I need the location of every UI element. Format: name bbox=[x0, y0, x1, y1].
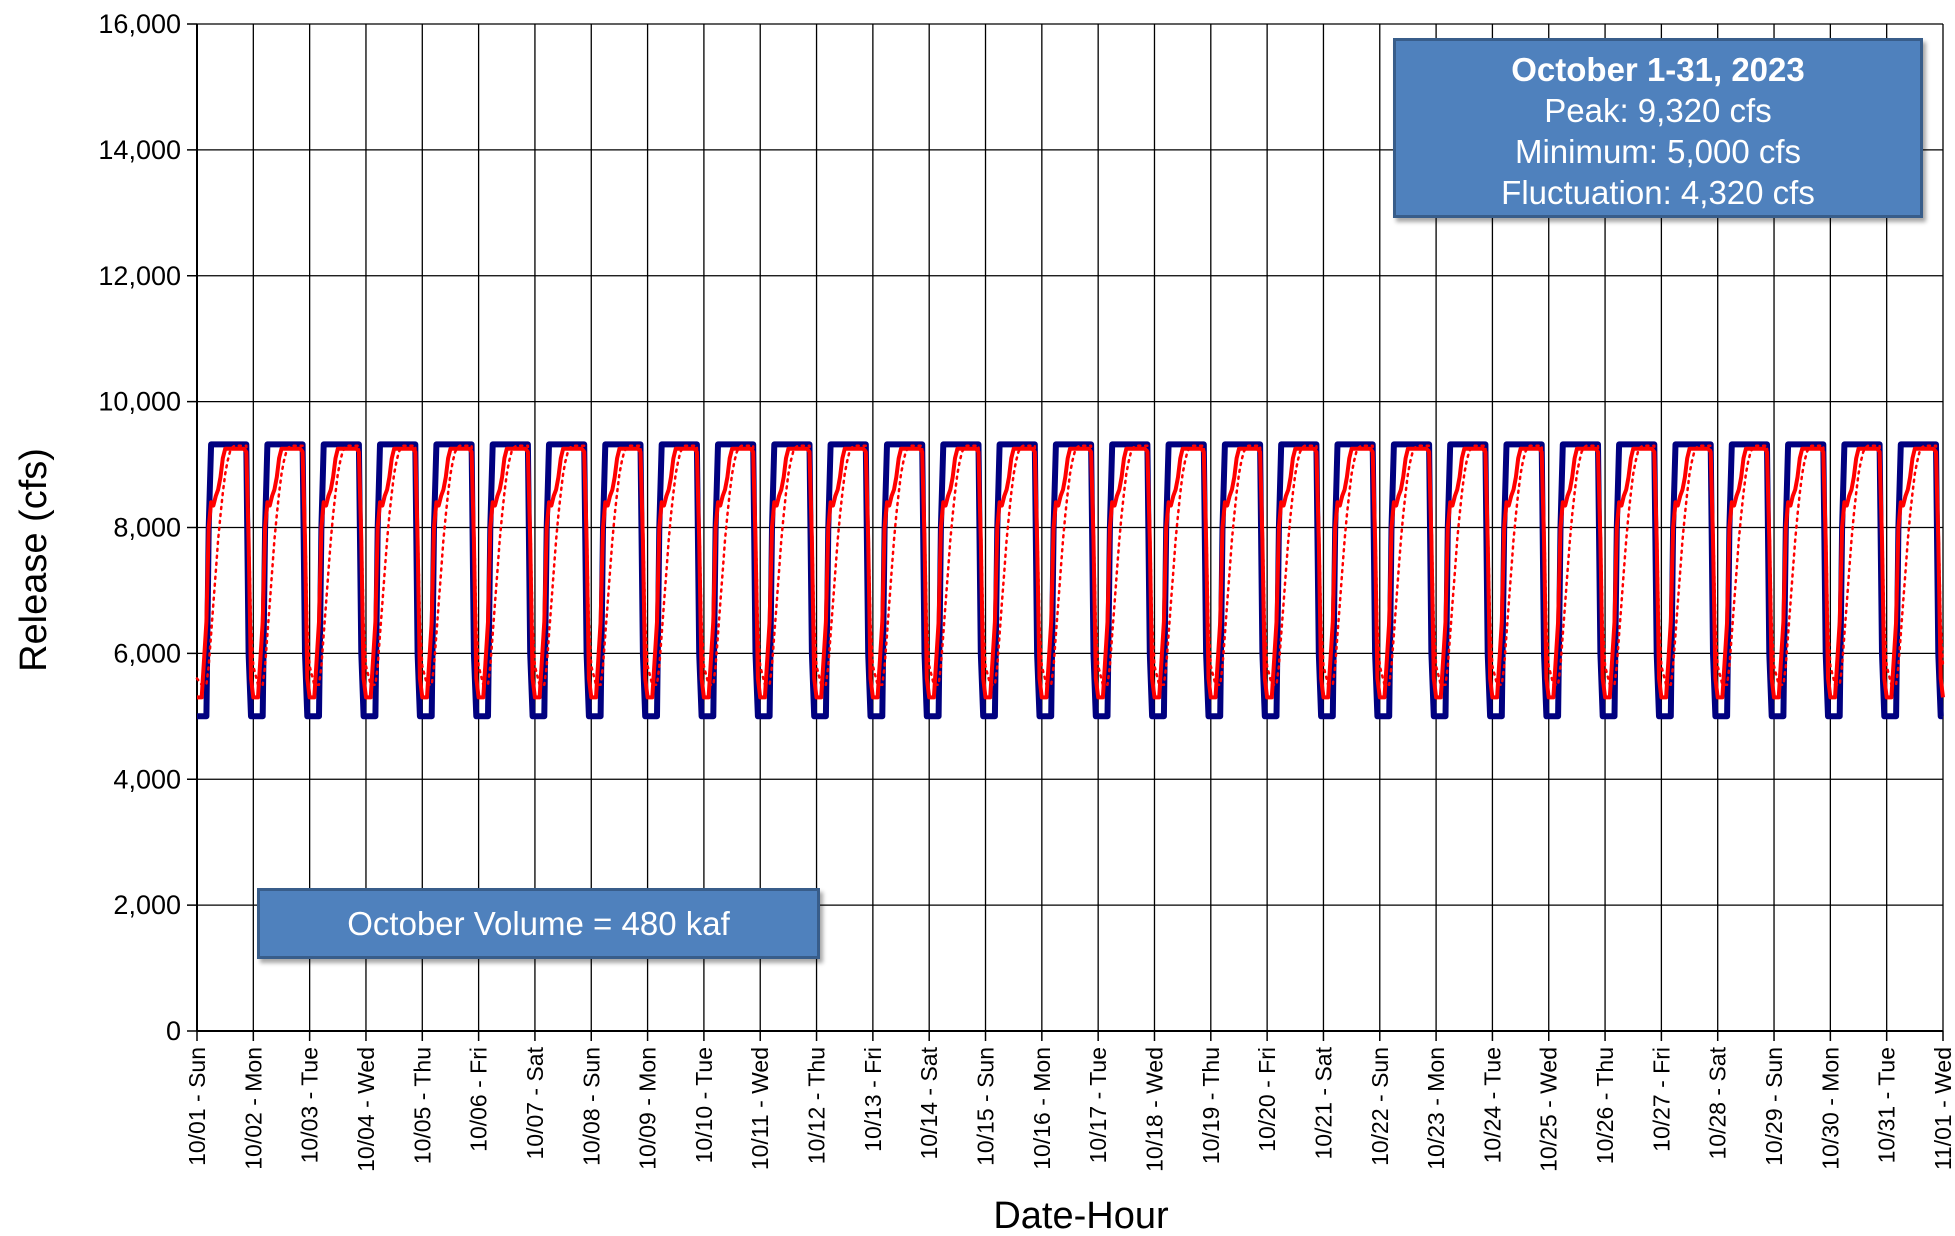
x-tick-label: 10/03 - Tue bbox=[297, 1047, 323, 1163]
scheduled-release-line bbox=[197, 441, 1944, 720]
x-tick-labels: 10/01 - Sun 10/02 - Mon 10/03 - Tue 10/04 -… bbox=[184, 1046, 1955, 1171]
x-axis-title: Date-Hour bbox=[993, 1195, 1169, 1236]
x-tick-label: 10/24 - Tue bbox=[1479, 1047, 1505, 1163]
x-tick-label: 10/28 - Sat bbox=[1705, 1046, 1731, 1159]
x-tick-label: 10/01 - Sun bbox=[184, 1047, 210, 1166]
x-tick-label: 10/18 - Wed bbox=[1141, 1047, 1167, 1172]
y-tick-label: 16,000 bbox=[98, 9, 181, 39]
y-tick-labels: 0 2,000 4,000 6,000 8,000 10,000 12,000 14,000 1… bbox=[98, 9, 181, 1046]
x-tick-label: 10/09 - Mon bbox=[635, 1047, 661, 1170]
x-tick-label: 10/02 - Mon bbox=[240, 1047, 266, 1170]
x-tick-label: 10/10 - Tue bbox=[691, 1047, 717, 1163]
x-tick-label: 10/16 - Mon bbox=[1029, 1047, 1055, 1170]
dotted-release-line bbox=[195, 444, 1945, 687]
x-tick-label: 10/06 - Fri bbox=[466, 1047, 492, 1152]
y-tick-label: 10,000 bbox=[98, 387, 181, 417]
summary-box: October 1-31, 2023 Peak: 9,320 cfs Minim… bbox=[1393, 38, 1923, 218]
y-tick-label: 12,000 bbox=[98, 261, 181, 291]
y-axis-title: Release (cfs) bbox=[13, 448, 55, 672]
x-tick-label: 10/25 - Wed bbox=[1536, 1047, 1562, 1172]
x-tick-label: 10/05 - Thu bbox=[409, 1047, 435, 1164]
summary-peak: Peak: 9,320 cfs bbox=[1544, 92, 1772, 129]
x-tick-label: 11/01 - Wed bbox=[1930, 1047, 1955, 1170]
y-tick-label: 8,000 bbox=[113, 513, 181, 543]
summary-title: October 1-31, 2023 bbox=[1511, 51, 1805, 88]
y-tick-label: 4,000 bbox=[113, 764, 181, 794]
axes bbox=[187, 23, 1944, 1041]
x-tick-label: 10/04 - Wed bbox=[353, 1047, 379, 1172]
x-tick-label: 10/11 - Wed bbox=[747, 1047, 773, 1170]
y-tick-label: 14,000 bbox=[98, 135, 181, 165]
x-tick-label: 10/19 - Thu bbox=[1198, 1047, 1224, 1164]
x-tick-label: 10/20 - Fri bbox=[1254, 1047, 1280, 1152]
y-tick-label: 2,000 bbox=[113, 890, 181, 920]
x-tick-label: 10/17 - Tue bbox=[1085, 1047, 1111, 1163]
x-tick-label: 10/12 - Thu bbox=[804, 1047, 830, 1164]
y-tick-label: 6,000 bbox=[113, 638, 181, 668]
gridlines bbox=[196, 23, 1944, 1032]
x-tick-label: 10/15 - Sun bbox=[973, 1047, 999, 1166]
summary-minimum: Minimum: 5,000 cfs bbox=[1514, 133, 1802, 170]
x-tick-label: 10/13 - Fri bbox=[860, 1047, 886, 1152]
x-tick-label: 10/23 - Mon bbox=[1423, 1047, 1449, 1170]
x-tick-label: 10/26 - Thu bbox=[1592, 1047, 1618, 1164]
summary-fluctuation: Fluctuation: 4,320 cfs bbox=[1501, 174, 1815, 211]
x-tick-label: 10/08 - Sun bbox=[578, 1047, 604, 1166]
y-tick-label: 0 bbox=[166, 1016, 181, 1046]
x-tick-label: 10/07 - Sat bbox=[522, 1046, 548, 1159]
x-tick-label: 10/14 - Sat bbox=[916, 1046, 942, 1159]
x-tick-label: 10/22 - Sun bbox=[1367, 1047, 1393, 1166]
series-lines bbox=[195, 441, 1945, 720]
x-tick-label: 10/29 - Sun bbox=[1761, 1047, 1787, 1166]
actual-release-line bbox=[197, 446, 1945, 700]
x-tick-label: 10/21 - Sat bbox=[1310, 1046, 1336, 1159]
volume-box: October Volume = 480 kaf bbox=[257, 888, 820, 959]
x-tick-label: 10/31 - Tue bbox=[1874, 1047, 1900, 1163]
x-tick-label: 10/27 - Fri bbox=[1648, 1047, 1674, 1152]
x-tick-label: 10/30 - Mon bbox=[1817, 1047, 1843, 1170]
